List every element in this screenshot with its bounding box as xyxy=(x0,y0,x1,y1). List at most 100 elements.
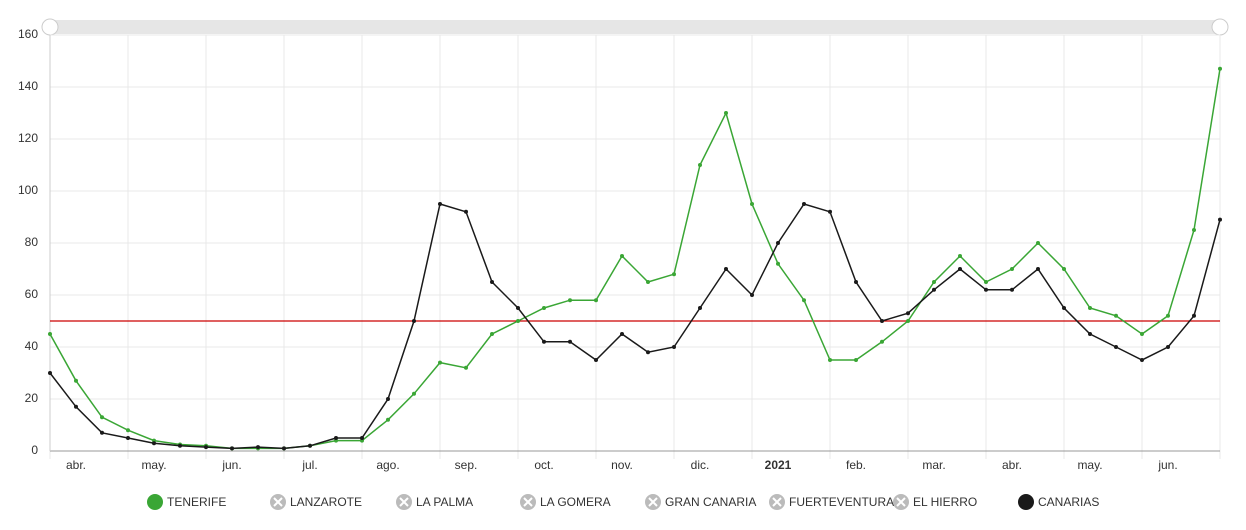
data-point xyxy=(490,332,494,336)
data-point xyxy=(802,202,806,206)
x-tick-label: jul. xyxy=(301,458,317,472)
x-tick-label: oct. xyxy=(534,458,553,472)
y-tick-label: 120 xyxy=(18,131,38,145)
legend-label: EL HIERRO xyxy=(913,495,977,509)
legend-label: LA PALMA xyxy=(416,495,473,509)
data-point xyxy=(412,319,416,323)
data-point xyxy=(1140,358,1144,362)
legend-hidden-cross xyxy=(399,497,409,507)
data-point xyxy=(646,350,650,355)
legend-icon xyxy=(1018,494,1034,510)
legend-item[interactable]: EL HIERRO xyxy=(893,494,977,510)
data-point xyxy=(854,358,858,362)
data-point xyxy=(958,254,962,258)
y-tick-label: 140 xyxy=(18,79,38,93)
data-point xyxy=(776,241,780,245)
data-point xyxy=(1218,217,1222,222)
data-point xyxy=(334,436,338,440)
data-point xyxy=(464,365,468,370)
data-point xyxy=(1114,313,1118,318)
data-point xyxy=(620,254,624,258)
data-point xyxy=(698,306,702,310)
x-tick-label: feb. xyxy=(846,458,866,472)
data-point xyxy=(464,209,468,214)
data-point xyxy=(438,202,442,206)
x-tick-label: mar. xyxy=(922,458,945,472)
data-point xyxy=(74,378,78,383)
x-tick-label: sep. xyxy=(455,458,478,472)
data-point xyxy=(438,360,442,365)
data-point xyxy=(256,445,260,450)
y-tick-label: 100 xyxy=(18,183,38,197)
data-point xyxy=(100,430,104,435)
data-point xyxy=(152,441,156,446)
data-point xyxy=(802,298,806,303)
data-point xyxy=(724,111,728,115)
legend-icon xyxy=(147,494,163,510)
legend-item[interactable]: FUERTEVENTURA xyxy=(769,494,894,510)
legend-item[interactable]: CANARIAS xyxy=(1018,494,1099,510)
data-point xyxy=(828,209,832,214)
data-point xyxy=(620,332,624,336)
data-point xyxy=(594,358,598,362)
data-point xyxy=(568,339,572,344)
data-point xyxy=(204,445,208,450)
legend-label: GRAN CANARIA xyxy=(665,495,756,509)
data-point xyxy=(126,428,130,433)
data-point xyxy=(932,287,936,292)
data-point xyxy=(672,272,676,277)
data-point xyxy=(594,298,598,303)
data-point xyxy=(230,446,234,451)
slider-handle[interactable] xyxy=(1211,18,1229,36)
data-point xyxy=(282,446,286,451)
data-point xyxy=(1088,332,1092,336)
data-point xyxy=(386,417,390,422)
data-point xyxy=(880,339,884,344)
legend-hidden-cross xyxy=(523,497,533,507)
data-point xyxy=(74,404,78,409)
data-point xyxy=(1192,228,1196,232)
data-point xyxy=(516,319,520,323)
data-point xyxy=(48,371,52,375)
legend-item[interactable]: GRAN CANARIA xyxy=(645,494,756,510)
x-tick-label: abr. xyxy=(1002,458,1022,472)
y-tick-label: 60 xyxy=(25,287,39,301)
data-point xyxy=(386,397,390,401)
data-point xyxy=(126,436,130,440)
data-point xyxy=(568,298,572,303)
slider-handle[interactable] xyxy=(41,18,59,36)
data-point xyxy=(1036,267,1040,271)
legend-item[interactable]: LA PALMA xyxy=(396,494,473,510)
data-point xyxy=(958,267,962,271)
data-point xyxy=(308,443,312,448)
legend-item[interactable]: LA GOMERA xyxy=(520,494,611,510)
data-point xyxy=(906,319,910,323)
data-point xyxy=(750,293,754,297)
data-point xyxy=(906,311,910,316)
legend-label: TENERIFE xyxy=(167,495,226,509)
legend-label: CANARIAS xyxy=(1038,495,1099,509)
x-tick-label: dic. xyxy=(691,458,710,472)
y-tick-label: 20 xyxy=(25,391,39,405)
data-point xyxy=(360,436,364,440)
data-point xyxy=(1166,313,1170,318)
x-tick-label: nov. xyxy=(611,458,633,472)
data-point xyxy=(100,415,104,420)
data-point xyxy=(412,391,416,396)
data-point xyxy=(1166,345,1170,349)
x-tick-label: may. xyxy=(141,458,166,472)
data-point xyxy=(1218,66,1222,71)
data-point xyxy=(932,280,936,284)
data-point xyxy=(542,306,546,310)
range-slider[interactable] xyxy=(50,20,1220,34)
data-point xyxy=(984,287,988,292)
data-point xyxy=(672,345,676,349)
y-tick-label: 80 xyxy=(25,235,39,249)
data-point xyxy=(542,339,546,344)
legend-item[interactable]: LANZAROTE xyxy=(270,494,362,510)
x-tick-label: jun. xyxy=(1157,458,1177,472)
data-point xyxy=(48,332,52,336)
legend-item[interactable]: TENERIFE xyxy=(147,494,226,510)
